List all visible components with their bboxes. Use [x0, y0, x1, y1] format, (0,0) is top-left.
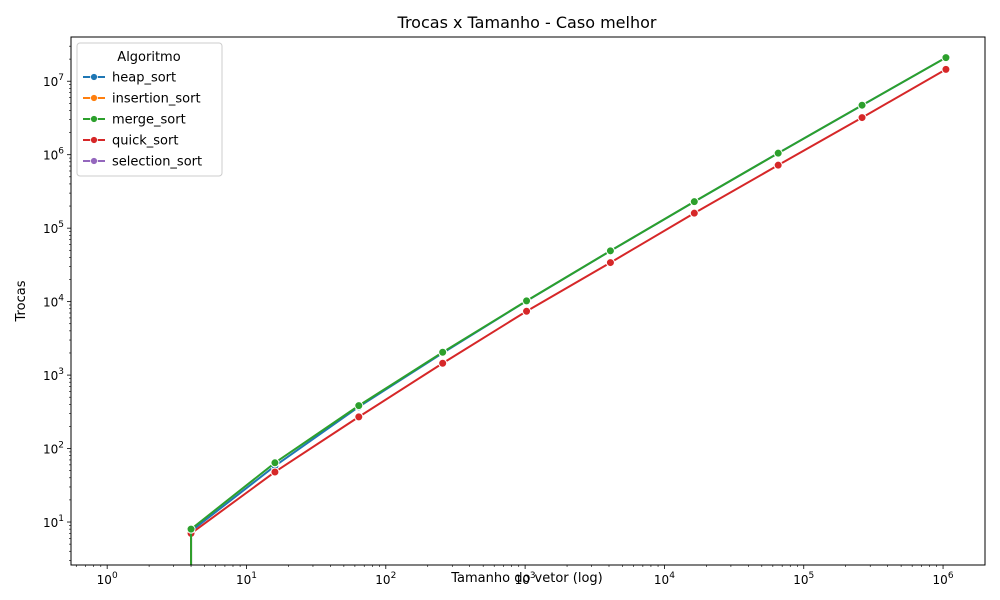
data-point [689, 197, 699, 207]
y-axis-label: Trocas [14, 280, 29, 322]
x-tick-label: 101 [236, 571, 257, 587]
legend-label: merge_sort [112, 113, 186, 128]
data-point [689, 208, 699, 218]
x-tick-label: 104 [654, 571, 675, 587]
legend-marker [90, 94, 98, 102]
data-point [354, 401, 364, 411]
legend-marker [90, 73, 98, 81]
data-point [857, 113, 867, 123]
x-axis-label: Tamanho do vetor (log) [450, 571, 602, 586]
legend-marker [90, 157, 98, 165]
legend-box [76, 42, 223, 177]
legend-item-merge-sort: merge_sort [83, 113, 186, 128]
y-tick-label: 104 [43, 294, 64, 310]
series-quick-sort [186, 64, 951, 565]
x-tick-label: 105 [793, 571, 814, 587]
legend-label: insertion_sort [112, 92, 201, 107]
data-point [438, 358, 448, 368]
y-tick-label: 105 [43, 220, 64, 236]
data-point [773, 148, 783, 158]
x-axis: 100 101 102 103 104 105 106 [75, 565, 954, 587]
y-tick-label: 103 [43, 367, 64, 383]
series-merge-sort [186, 53, 951, 565]
data-point [605, 246, 615, 256]
legend-label: quick_sort [112, 134, 178, 149]
data-point [941, 53, 951, 63]
y-tick-label: 102 [43, 441, 64, 457]
legend-marker [90, 136, 98, 144]
legend-item-insertion-sort: insertion_sort [83, 92, 201, 107]
data-point [186, 524, 196, 534]
legend: Algoritmo heap_sort insertion_sort merge_s… [76, 42, 223, 177]
legend-item-heap-sort: heap_sort [83, 71, 176, 86]
y-axis: 101 102 103 104 105 106 107 [43, 45, 71, 561]
data-point [522, 296, 532, 306]
series-line [190, 68, 947, 535]
chart-title: Trocas x Tamanho - Caso melhor [397, 13, 657, 32]
x-tick-label: 103 [515, 571, 536, 587]
data-point [857, 100, 867, 110]
data-point [438, 347, 448, 357]
x-tick-label: 100 [97, 571, 118, 587]
series-line [190, 56, 947, 530]
plot-area [186, 53, 951, 565]
data-point [941, 64, 951, 74]
legend-title: Algoritmo [117, 50, 180, 65]
x-tick-label: 106 [933, 571, 954, 587]
legend-item-quick-sort: quick_sort [83, 134, 178, 149]
data-point [354, 412, 364, 422]
data-point [270, 467, 280, 477]
data-point [270, 458, 280, 468]
x-tick-label: 102 [375, 571, 396, 587]
data-point [773, 160, 783, 170]
y-tick-label: 106 [43, 147, 64, 163]
y-tick-label: 101 [43, 514, 64, 530]
legend-marker [90, 115, 98, 123]
data-point [605, 258, 615, 268]
legend-item-selection-sort: selection_sort [83, 155, 202, 170]
legend-label: selection_sort [112, 155, 202, 170]
plot-frame [70, 36, 986, 566]
data-point [522, 306, 532, 316]
series-lines [186, 53, 951, 565]
series-heap-sort [186, 53, 951, 565]
series-line [190, 56, 947, 532]
y-tick-label: 107 [43, 73, 64, 89]
legend-label: heap_sort [112, 71, 176, 86]
